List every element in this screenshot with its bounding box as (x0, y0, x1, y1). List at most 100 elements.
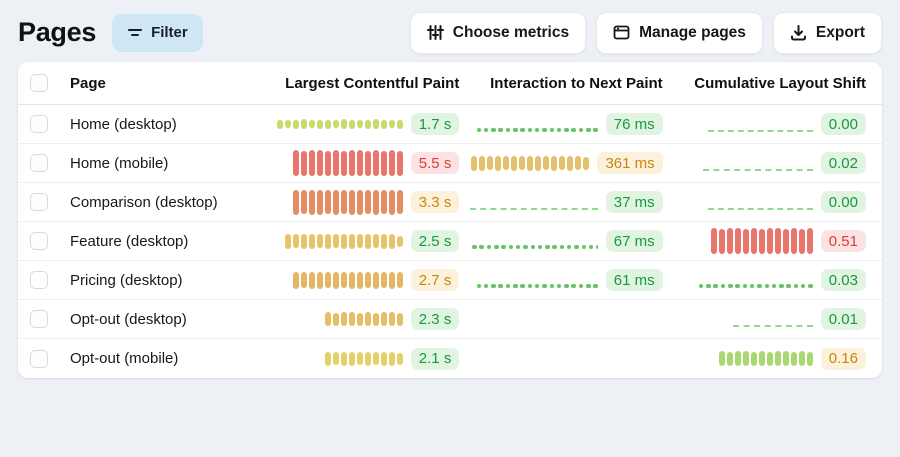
lcp-cell: 2.7 s (266, 261, 460, 299)
export-button[interactable]: Export (772, 11, 882, 54)
lcp-sparkline (291, 149, 403, 177)
lcp-cell: 1.7 s (266, 105, 460, 143)
lcp-sparkline (323, 345, 403, 373)
inp-cell: 37 ms (469, 183, 663, 221)
cls-value: 0.01 (820, 308, 866, 330)
row-checkbox[interactable] (30, 232, 48, 250)
cls-sparkline (707, 188, 813, 216)
table-row: Home (mobile) 5.5 s 361 ms 0.02 (18, 144, 882, 183)
table-row: Home (desktop) 1.7 s 76 ms 0.00 (18, 105, 882, 144)
topbar-left: Pages Filter (18, 13, 203, 52)
lcp-sparkline (291, 266, 403, 294)
cls-sparkline (707, 110, 813, 138)
inp-value: 361 ms (597, 152, 663, 174)
cls-cell: 0.00 (673, 105, 866, 143)
page-name: Opt-out (mobile) (70, 350, 179, 367)
row-checkbox[interactable] (30, 115, 48, 133)
inp-sparkline (469, 149, 590, 177)
page-name: Feature (desktop) (70, 232, 189, 250)
table-row: Comparison (desktop) 3.3 s 37 ms 0.00 (18, 183, 882, 222)
choose-metrics-button[interactable]: Choose metrics (409, 11, 587, 54)
column-header-cls: Cumulative Layout Shift (694, 74, 866, 92)
row-checkbox[interactable] (30, 154, 48, 172)
cls-sparkline (696, 266, 813, 294)
inp-value: 76 ms (605, 113, 663, 135)
inp-value: 37 ms (605, 191, 663, 213)
cls-cell: 0.51 (673, 222, 866, 260)
topbar-actions: Choose metrics Manage pages (409, 11, 882, 54)
row-checkbox[interactable] (30, 193, 48, 211)
column-header-inp: Interaction to Next Paint (490, 74, 663, 92)
inp-value: 61 ms (605, 269, 663, 291)
lcp-value: 3.3 s (410, 191, 460, 213)
cls-sparkline (717, 345, 813, 373)
lcp-value: 5.5 s (410, 152, 460, 174)
lcp-value: 1.7 s (410, 113, 460, 135)
cls-value: 0.16 (820, 347, 866, 370)
table-row: Opt-out (mobile) 2.1 s 0.16 (18, 339, 882, 378)
cls-sparkline (732, 305, 813, 333)
filter-button-label: Filter (151, 24, 188, 41)
table-row: Pricing (desktop) 2.7 s 61 ms 0.03 (18, 261, 882, 300)
pages-table: Page Largest Contentful Paint Interactio… (18, 62, 882, 378)
browser-window-icon (613, 24, 630, 41)
cls-cell: 0.03 (673, 261, 866, 299)
manage-pages-label: Manage pages (639, 23, 746, 41)
page-name: Home (mobile) (70, 154, 169, 172)
inp-cell (469, 339, 662, 378)
row-checkbox[interactable] (30, 310, 48, 328)
manage-pages-button[interactable]: Manage pages (596, 11, 763, 54)
cls-value: 0.00 (820, 191, 866, 213)
table-row: Opt-out (desktop) 2.3 s 0.01 (18, 300, 882, 339)
column-header-page: Page (70, 74, 106, 92)
table-body: Home (desktop) 1.7 s 76 ms 0.00 Home (mobile… (18, 105, 882, 378)
inp-sparkline (469, 188, 598, 216)
inp-cell (469, 300, 662, 338)
cls-cell: 0.00 (673, 183, 866, 221)
page-name: Pricing (desktop) (70, 271, 183, 289)
lcp-sparkline (323, 305, 403, 333)
inp-value: 67 ms (605, 230, 663, 252)
inp-cell: 67 ms (469, 222, 663, 260)
filter-button[interactable]: Filter (112, 13, 203, 52)
cls-value: 0.00 (820, 113, 866, 135)
select-all-checkbox[interactable] (30, 74, 48, 92)
inp-sparkline (469, 227, 598, 255)
page-name: Comparison (desktop) (70, 193, 218, 211)
table-row: Feature (desktop) 2.5 s 67 ms 0.51 (18, 222, 882, 261)
sliders-icon (426, 24, 444, 41)
inp-cell: 361 ms (469, 144, 663, 182)
lcp-cell: 2.1 s (266, 339, 460, 378)
lcp-cell: 5.5 s (266, 144, 460, 182)
table-header-row: Page Largest Contentful Paint Interactio… (18, 62, 882, 105)
choose-metrics-label: Choose metrics (452, 23, 570, 41)
inp-cell: 61 ms (469, 261, 663, 299)
row-checkbox[interactable] (30, 349, 48, 368)
row-checkbox[interactable] (30, 271, 48, 289)
lcp-value: 2.1 s (410, 347, 460, 370)
lcp-value: 2.7 s (410, 269, 460, 291)
lcp-sparkline (283, 227, 403, 255)
cls-sparkline (709, 227, 813, 255)
lcp-value: 2.5 s (410, 230, 460, 252)
lcp-cell: 2.5 s (266, 222, 460, 260)
inp-sparkline (474, 110, 598, 138)
page-title: Pages (18, 17, 97, 47)
cls-cell: 0.01 (673, 300, 866, 338)
inp-cell: 76 ms (469, 105, 663, 143)
cls-value: 0.03 (820, 269, 866, 291)
topbar: Pages Filter (0, 0, 900, 62)
lcp-cell: 3.3 s (266, 183, 460, 221)
cls-cell: 0.16 (673, 339, 866, 378)
export-label: Export (815, 23, 865, 41)
page-name: Opt-out (desktop) (70, 310, 187, 328)
lcp-value: 2.3 s (410, 308, 460, 330)
cls-value: 0.51 (820, 230, 866, 252)
cls-cell: 0.02 (673, 144, 866, 182)
page-name: Home (desktop) (70, 115, 177, 133)
lcp-cell: 2.3 s (266, 300, 460, 338)
filter-icon (127, 26, 143, 40)
cls-value: 0.02 (820, 152, 866, 174)
lcp-sparkline (291, 188, 403, 216)
